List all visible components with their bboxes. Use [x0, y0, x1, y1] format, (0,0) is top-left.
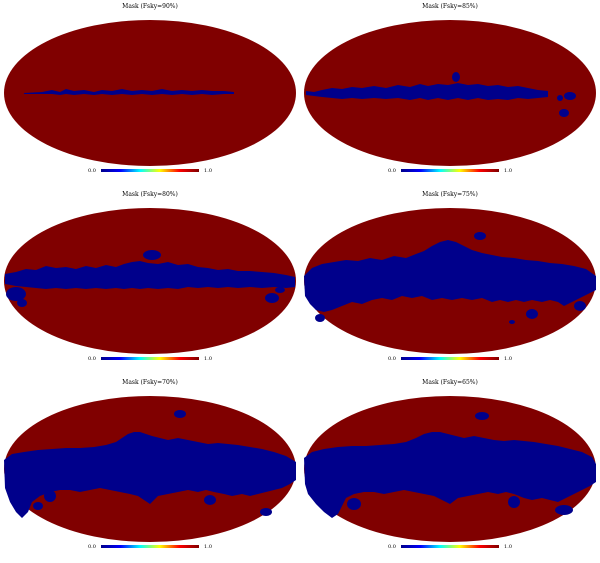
colorbar-min-label: 0.0	[388, 544, 396, 550]
colorbar: 0.0 1.0	[388, 543, 512, 553]
colorbar-gradient	[401, 357, 499, 360]
mask-panel-6: Mask (Fsky=65%) 0.0 1.0	[302, 378, 598, 558]
mollweide-map	[304, 208, 596, 354]
colorbar-gradient	[101, 169, 199, 172]
colorbar-min-label: 0.0	[88, 544, 96, 550]
colorbar: 0.0 1.0	[88, 167, 212, 177]
colorbar-max-label: 1.0	[204, 168, 212, 174]
mollweide-map	[304, 396, 596, 542]
colorbar-gradient	[101, 357, 199, 360]
colorbar: 0.0 1.0	[88, 355, 212, 365]
colorbar-max-label: 1.0	[504, 168, 512, 174]
mollweide-map	[4, 20, 296, 166]
colorbar-min-label: 0.0	[388, 168, 396, 174]
mask-panel-3: Mask (Fsky=80%) 0.0 1.0	[2, 190, 298, 370]
panel-title: Mask (Fsky=65%)	[422, 379, 478, 386]
mask-panel-5: Mask (Fsky=70%) 0.0 1.0	[2, 378, 298, 558]
colorbar-max-label: 1.0	[504, 544, 512, 550]
mollweide-map	[4, 208, 296, 354]
colorbar-gradient	[101, 545, 199, 548]
colorbar-gradient	[401, 169, 499, 172]
panel-title: Mask (Fsky=85%)	[422, 3, 478, 10]
colorbar-max-label: 1.0	[504, 356, 512, 362]
panel-title: Mask (Fsky=75%)	[422, 191, 478, 198]
panel-title: Mask (Fsky=70%)	[122, 379, 178, 386]
panel-title: Mask (Fsky=90%)	[122, 3, 178, 10]
colorbar-min-label: 0.0	[88, 356, 96, 362]
colorbar-min-label: 0.0	[388, 356, 396, 362]
colorbar: 0.0 1.0	[388, 355, 512, 365]
mollweide-map	[4, 396, 296, 542]
colorbar-min-label: 0.0	[88, 168, 96, 174]
colorbar: 0.0 1.0	[388, 167, 512, 177]
colorbar-gradient	[401, 545, 499, 548]
colorbar-max-label: 1.0	[204, 356, 212, 362]
colorbar-max-label: 1.0	[204, 544, 212, 550]
mask-panel-2: Mask (Fsky=85%) 0.0 1.0	[302, 2, 598, 182]
panel-title: Mask (Fsky=80%)	[122, 191, 178, 198]
colorbar: 0.0 1.0	[88, 543, 212, 553]
mask-panel-1: Mask (Fsky=90%) 0.0 1.0	[2, 2, 298, 182]
mask-panel-4: Mask (Fsky=75%) 0.0 1.0	[302, 190, 598, 370]
mollweide-map	[304, 20, 596, 166]
